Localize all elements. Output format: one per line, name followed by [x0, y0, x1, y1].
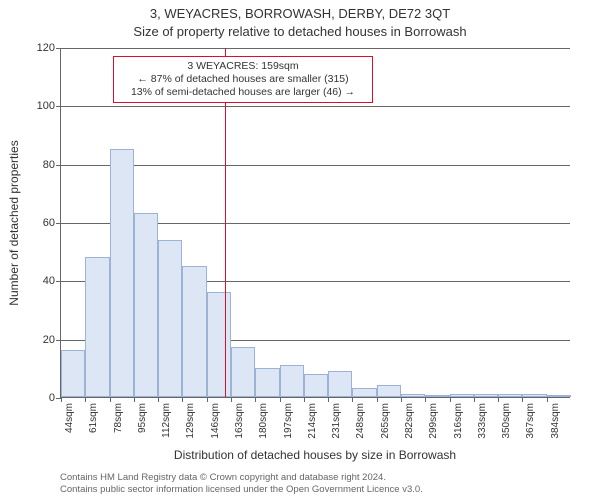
reference-annotation: 3 WEYACRES: 159sqm← 87% of detached hous…	[113, 56, 373, 103]
histogram-bar	[522, 394, 546, 397]
x-tick-label: 95sqm	[137, 403, 148, 433]
histogram-bar	[328, 371, 352, 397]
y-tick-mark	[56, 281, 61, 282]
x-tick-label: 180sqm	[258, 403, 269, 439]
x-tick-mark	[498, 397, 499, 402]
x-tick-label: 248sqm	[355, 403, 366, 439]
x-tick-label: 197sqm	[283, 403, 294, 439]
y-axis-label: Number of detached properties	[7, 140, 21, 305]
histogram-bar	[352, 388, 376, 397]
histogram-bar	[547, 395, 571, 397]
histogram-bar	[134, 213, 158, 397]
x-tick-mark	[377, 397, 378, 402]
x-tick-label: 265sqm	[380, 403, 391, 439]
x-tick-label: 214sqm	[307, 403, 318, 439]
histogram-bar	[498, 394, 522, 397]
footer-line-2: Contains public sector information licen…	[60, 484, 570, 496]
x-tick-mark	[280, 397, 281, 402]
histogram-bar	[401, 394, 425, 397]
x-tick-label: 350sqm	[501, 403, 512, 439]
x-tick-mark	[401, 397, 402, 402]
x-tick-label: 333sqm	[477, 403, 488, 439]
x-tick-mark	[425, 397, 426, 402]
y-tick-label: 40	[43, 275, 55, 287]
x-tick-label: 129sqm	[185, 403, 196, 439]
chart-title-subtitle: Size of property relative to detached ho…	[0, 24, 600, 39]
plot-area: 02040608010012044sqm61sqm78sqm95sqm112sq…	[60, 48, 570, 398]
x-tick-mark	[134, 397, 135, 402]
histogram-bar	[110, 149, 134, 397]
x-tick-label: 78sqm	[113, 403, 124, 433]
histogram-bar	[280, 365, 304, 397]
x-tick-mark	[207, 397, 208, 402]
footer-attribution: Contains HM Land Registry data © Crown c…	[60, 472, 570, 496]
x-axis-label: Distribution of detached houses by size …	[60, 448, 570, 462]
y-tick-label: 20	[43, 334, 55, 346]
x-tick-mark	[304, 397, 305, 402]
x-tick-label: 112sqm	[161, 403, 172, 438]
x-tick-mark	[328, 397, 329, 402]
histogram-bar	[425, 395, 449, 397]
x-tick-mark	[352, 397, 353, 402]
x-tick-label: 61sqm	[88, 403, 99, 433]
x-tick-label: 231sqm	[331, 403, 342, 439]
y-tick-label: 80	[43, 159, 55, 171]
x-tick-mark	[450, 397, 451, 402]
annotation-line: ← 87% of detached houses are smaller (31…	[120, 73, 366, 86]
x-tick-label: 146sqm	[210, 403, 221, 439]
x-tick-mark	[110, 397, 111, 402]
y-tick-mark	[56, 223, 61, 224]
x-tick-mark	[85, 397, 86, 402]
histogram-bar	[474, 394, 498, 397]
histogram-bar	[61, 350, 85, 397]
gridline	[61, 106, 570, 107]
histogram-bar	[158, 240, 182, 398]
y-tick-label: 100	[37, 100, 55, 112]
gridline	[61, 48, 570, 49]
y-tick-mark	[56, 48, 61, 49]
chart-title-address: 3, WEYACRES, BORROWASH, DERBY, DE72 3QT	[0, 6, 600, 21]
histogram-bar	[85, 257, 109, 397]
histogram-bar	[207, 292, 231, 397]
x-tick-label: 299sqm	[428, 403, 439, 439]
y-tick-mark	[56, 165, 61, 166]
x-tick-mark	[158, 397, 159, 402]
x-tick-mark	[61, 397, 62, 402]
y-tick-label: 0	[49, 392, 55, 404]
x-tick-label: 316sqm	[453, 403, 464, 439]
x-tick-label: 282sqm	[404, 403, 415, 439]
y-tick-label: 60	[43, 217, 55, 229]
histogram-bar	[255, 368, 279, 397]
y-tick-label: 120	[37, 42, 55, 54]
x-tick-mark	[231, 397, 232, 402]
x-tick-mark	[255, 397, 256, 402]
gridline	[61, 165, 570, 166]
y-tick-mark	[56, 106, 61, 107]
x-tick-label: 44sqm	[64, 403, 75, 433]
x-tick-label: 367sqm	[525, 403, 536, 439]
x-tick-label: 384sqm	[550, 403, 561, 439]
histogram-bar	[377, 385, 401, 397]
annotation-line: 13% of semi-detached houses are larger (…	[120, 86, 366, 99]
histogram-bar	[231, 347, 255, 397]
property-size-histogram: 3, WEYACRES, BORROWASH, DERBY, DE72 3QT …	[0, 0, 600, 500]
x-tick-mark	[547, 397, 548, 402]
histogram-bar	[182, 266, 206, 397]
x-tick-mark	[182, 397, 183, 402]
histogram-bar	[450, 394, 474, 397]
x-tick-label: 163sqm	[234, 403, 245, 439]
annotation-line: 3 WEYACRES: 159sqm	[120, 60, 366, 73]
x-tick-mark	[474, 397, 475, 402]
histogram-bar	[304, 374, 328, 397]
footer-line-1: Contains HM Land Registry data © Crown c…	[60, 472, 570, 484]
x-tick-mark	[522, 397, 523, 402]
y-tick-mark	[56, 340, 61, 341]
